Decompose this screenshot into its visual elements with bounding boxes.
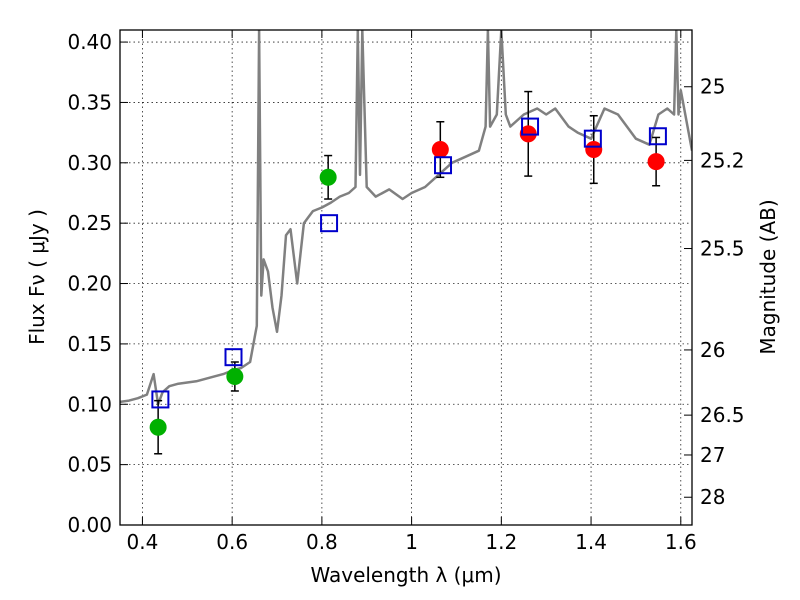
- y-tick-label: 0.10: [67, 392, 112, 416]
- spectrum-line: [120, 30, 692, 406]
- x-tick-label: 1: [405, 530, 418, 554]
- y2-tick-label: 27: [700, 443, 725, 467]
- y2-axis-label: Magnitude (AB): [756, 199, 780, 354]
- y-tick-label: 0.40: [67, 30, 112, 54]
- model-point: [151, 390, 170, 409]
- model-point: [224, 348, 243, 367]
- y2-tick-label: 25.5: [700, 237, 745, 261]
- x-tick-label: 1.2: [485, 530, 517, 554]
- x-tick-label: 0.8: [306, 530, 338, 554]
- data-point: [149, 418, 167, 436]
- y-tick-label: 0.15: [67, 332, 112, 356]
- model-point: [320, 214, 339, 233]
- axis-ticks: [120, 30, 692, 526]
- x-axis-label: Wavelength λ (μm): [310, 563, 501, 587]
- y2-tick-label: 25.2: [700, 148, 745, 172]
- data-point: [647, 153, 665, 171]
- y2-tick-label: 26: [700, 338, 725, 362]
- data-point: [319, 168, 337, 186]
- model-point: [583, 129, 602, 148]
- model-spectrum: [120, 30, 692, 406]
- model-point: [648, 127, 667, 146]
- x-tick-label: 1.4: [575, 530, 607, 554]
- y2-tick-label: 28: [700, 485, 725, 509]
- y-tick-label: 0.35: [67, 90, 112, 114]
- y-tick-label: 0.00: [67, 513, 112, 537]
- y-axis-label: Flux Fν ( μJy ): [25, 209, 49, 345]
- x-tick-label: 0.4: [127, 530, 159, 554]
- photometry-points: [149, 90, 667, 455]
- y2-tick-labels: 25 25.2 25.5 26 26.5 27 28: [700, 75, 745, 509]
- y2-tick-label: 26.5: [700, 403, 745, 427]
- data-point: [226, 368, 244, 385]
- y-tick-label: 0.20: [67, 272, 112, 296]
- x-tick-label: 1.6: [665, 530, 697, 554]
- data-point: [431, 141, 449, 159]
- plot-frame: [119, 29, 693, 526]
- model-point: [521, 117, 540, 136]
- grid-lines: [120, 30, 692, 526]
- model-point: [434, 156, 453, 175]
- y-tick-label: 0.05: [67, 453, 112, 477]
- y-tick-label: 0.30: [67, 151, 112, 175]
- y-tick-label: 0.25: [67, 211, 112, 235]
- y2-tick-label: 25: [700, 75, 725, 99]
- x-tick-labels: 0.4 0.6 0.8 1 1.2 1.4 1.6: [127, 530, 697, 554]
- data-point: [585, 141, 603, 159]
- x-tick-label: 0.6: [216, 530, 248, 554]
- y-tick-labels: 0.00 0.05 0.10 0.15 0.20 0.25 0.30 0.35 0.40: [67, 30, 112, 537]
